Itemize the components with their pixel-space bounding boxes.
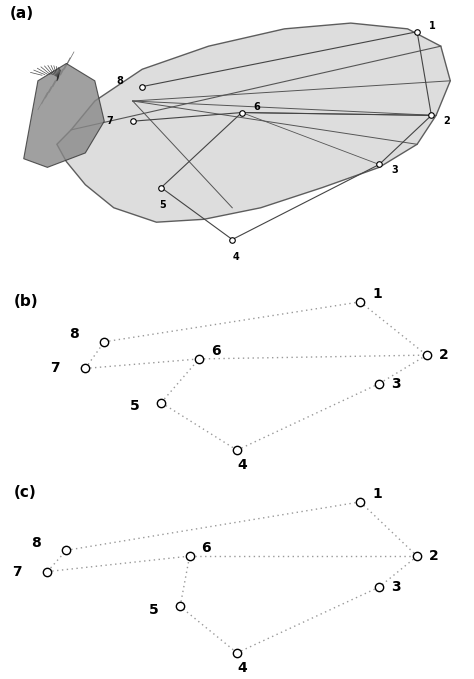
Text: 8: 8: [31, 536, 41, 549]
Text: 5: 5: [159, 200, 165, 210]
Text: 6: 6: [254, 102, 260, 112]
Text: 7: 7: [50, 361, 59, 375]
Text: 3: 3: [391, 165, 398, 175]
Text: 4: 4: [237, 661, 247, 676]
Text: 6: 6: [201, 541, 211, 555]
Text: 2: 2: [438, 348, 448, 362]
Text: 1: 1: [372, 287, 382, 301]
Text: 2: 2: [443, 116, 450, 126]
Text: 3: 3: [391, 580, 401, 594]
Polygon shape: [24, 64, 104, 168]
Text: (c): (c): [14, 485, 37, 500]
Text: 1: 1: [372, 487, 382, 501]
Text: 7: 7: [107, 116, 113, 126]
Text: 8: 8: [69, 327, 79, 342]
Text: (b): (b): [14, 294, 39, 309]
Text: 3: 3: [391, 377, 401, 390]
Text: 6: 6: [211, 344, 220, 359]
Text: 1: 1: [429, 21, 436, 31]
Text: 5: 5: [149, 603, 159, 617]
Text: 7: 7: [12, 564, 21, 579]
Text: 2: 2: [429, 549, 439, 563]
Text: 4: 4: [237, 458, 247, 473]
Polygon shape: [57, 23, 450, 222]
Text: (a): (a): [9, 6, 34, 21]
Text: 5: 5: [130, 399, 140, 414]
Text: 4: 4: [232, 252, 239, 262]
Text: 8: 8: [116, 76, 123, 86]
